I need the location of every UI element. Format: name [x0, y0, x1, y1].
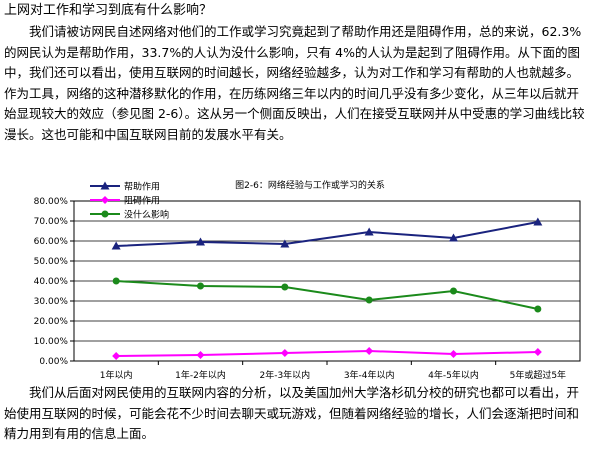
x-tick-label: 1年-2年以内	[175, 369, 226, 381]
series-line	[112, 347, 542, 360]
y-tick-label: 60.00%	[34, 237, 69, 247]
y-tick-label: 0.00%	[39, 357, 68, 367]
data-point	[533, 348, 542, 356]
data-point	[364, 227, 374, 236]
series-path	[116, 349, 538, 357]
x-tick-label: 1年以内	[100, 369, 133, 381]
data-point	[534, 305, 542, 313]
data-point	[449, 350, 458, 358]
legend-label: 没什么影响	[124, 209, 169, 221]
y-tick-label: 40.00%	[34, 277, 69, 287]
x-tick-label: 4年-5年以内	[428, 369, 479, 381]
data-point	[112, 352, 121, 360]
y-tick-label: 10.00%	[34, 337, 69, 347]
series-path	[116, 221, 539, 247]
intro-paragraph: 我们请被访网民自述网络对他们的工作或学习究竟起到了帮助作用还是阻碍作用，总的来说…	[4, 24, 585, 142]
data-point	[112, 277, 120, 285]
legend-marker	[101, 210, 109, 218]
x-tick-label: 5年或超过5年	[510, 369, 566, 381]
section-heading: 上网对工作和学习到底有什么影响？	[4, 3, 213, 18]
data-point	[280, 349, 289, 357]
data-point	[533, 217, 543, 226]
chart-title: 图2-6：网络经验与工作或学习的关系	[235, 179, 385, 191]
closing-paragraph: 我们从后面对网民使用的互联网内容的分析，以及美国加州大学洛杉矶分校的研究也都可以…	[4, 385, 580, 441]
series-path	[116, 280, 539, 310]
data-point	[281, 283, 289, 291]
y-tick-label: 50.00%	[34, 257, 69, 267]
data-point	[280, 239, 290, 248]
data-point	[365, 347, 374, 355]
series-line	[112, 277, 542, 313]
y-tick-label: 20.00%	[34, 317, 69, 327]
legend-label: 阻碍作用	[124, 195, 160, 207]
legend-marker	[101, 196, 109, 204]
series-line	[111, 217, 543, 250]
line-chart: 图2-6：网络经验与工作或学习的关系 0.00% 10.00% 20.00% 30.0…	[4, 174, 590, 386]
x-tick-label: 3年-4年以内	[344, 369, 395, 381]
legend-label: 帮助作用	[124, 181, 160, 193]
data-point	[449, 233, 458, 242]
y-tick-label: 80.00%	[34, 197, 69, 207]
data-point	[197, 282, 204, 290]
y-tick-label: 30.00%	[34, 297, 69, 307]
x-tick-label: 2年-3年以内	[259, 369, 310, 381]
data-point	[111, 241, 121, 250]
data-point	[365, 296, 373, 304]
data-point	[196, 237, 205, 246]
y-tick-label: 70.00%	[34, 217, 69, 227]
data-point	[196, 351, 205, 359]
data-point	[450, 287, 457, 295]
legend-marker	[100, 181, 110, 190]
